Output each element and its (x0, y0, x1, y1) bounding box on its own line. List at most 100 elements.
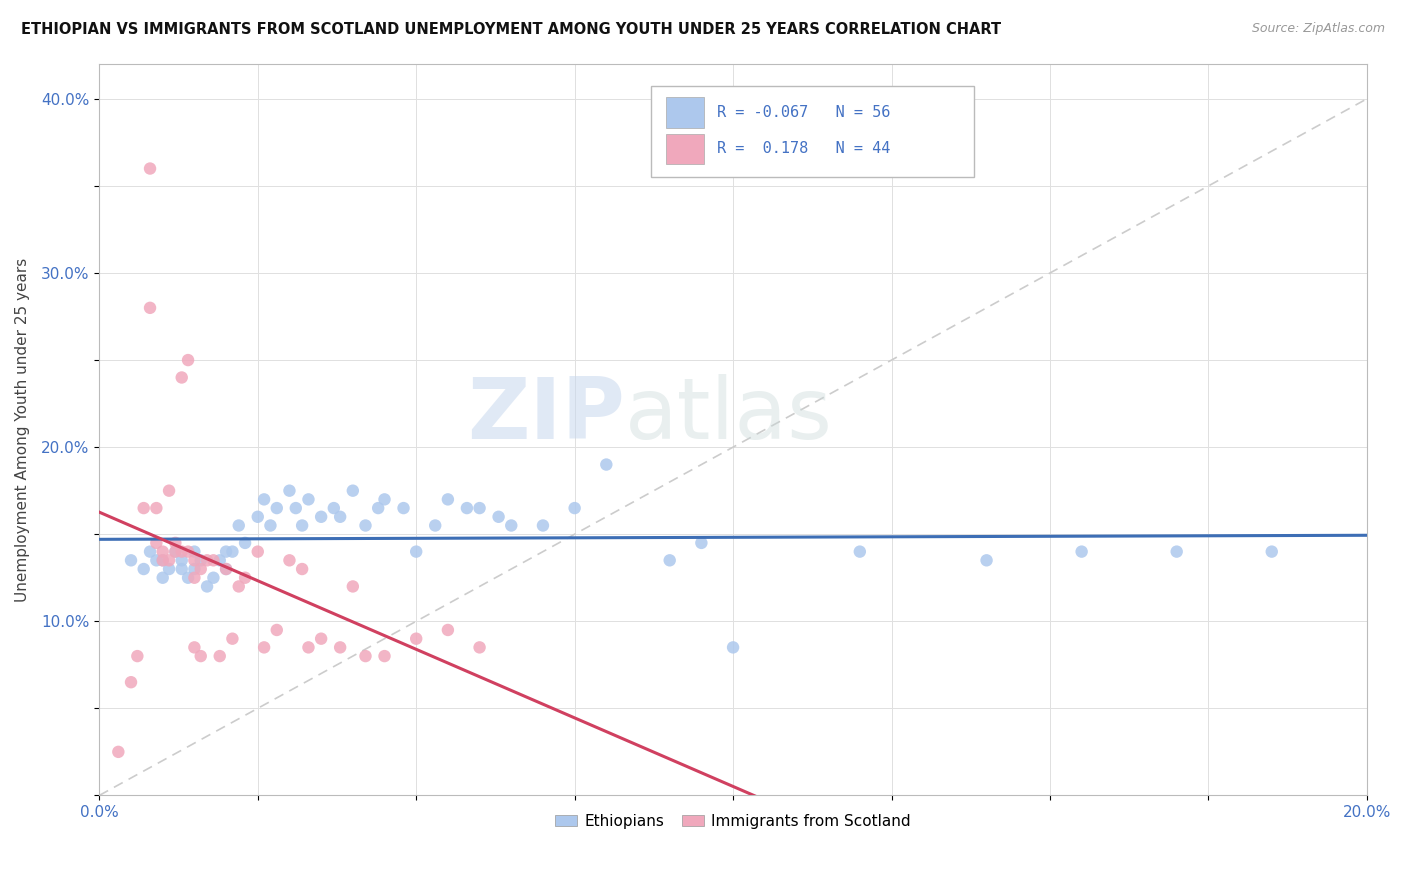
Point (127, 649, 149, 664)
Point (468, 640, 491, 655)
Point (309, 632, 332, 646)
Point (1261, 544, 1284, 558)
Point (849, 544, 872, 558)
Point (215, 562, 238, 576)
Point (266, 623, 288, 637)
Point (437, 623, 460, 637)
Point (488, 509, 510, 524)
Point (291, 562, 314, 576)
Point (1070, 544, 1092, 558)
Point (266, 501, 288, 516)
Point (233, 571, 256, 585)
Point (183, 553, 205, 567)
Text: R = -0.067   N = 56: R = -0.067 N = 56 (717, 105, 890, 120)
Point (658, 553, 681, 567)
Point (177, 544, 200, 558)
Point (132, 501, 155, 516)
Point (976, 553, 998, 567)
Point (152, 553, 174, 567)
Point (531, 518, 554, 533)
Text: Source: ZipAtlas.com: Source: ZipAtlas.com (1251, 22, 1385, 36)
Point (177, 353, 200, 368)
Point (367, 501, 389, 516)
Point (228, 579, 250, 593)
Text: atlas: atlas (626, 374, 834, 457)
Point (297, 640, 319, 655)
Point (170, 553, 193, 567)
Point (177, 571, 200, 585)
Point (322, 501, 344, 516)
Point (107, 745, 129, 759)
Point (208, 649, 231, 664)
Point (425, 518, 447, 533)
Point (468, 501, 491, 516)
Point (690, 536, 713, 550)
Point (145, 553, 167, 567)
Point (278, 483, 301, 498)
Point (139, 544, 162, 558)
Point (564, 501, 586, 516)
Y-axis label: Unemployment Among Youth under 25 years: Unemployment Among Youth under 25 years (15, 258, 30, 602)
Point (1166, 544, 1188, 558)
Point (139, 161, 162, 176)
Point (145, 536, 167, 550)
Point (595, 458, 617, 472)
Point (120, 553, 142, 567)
Point (195, 579, 218, 593)
Point (253, 492, 276, 507)
Point (259, 518, 281, 533)
FancyBboxPatch shape (666, 134, 704, 164)
Point (190, 553, 212, 567)
Point (437, 492, 460, 507)
Point (354, 518, 377, 533)
Point (183, 640, 205, 655)
Point (253, 640, 276, 655)
Point (139, 301, 162, 315)
Point (721, 640, 744, 655)
Point (190, 649, 212, 664)
Point (405, 544, 427, 558)
Text: R =  0.178   N = 44: R = 0.178 N = 44 (717, 142, 890, 156)
Point (145, 501, 167, 516)
Point (183, 571, 205, 585)
Point (208, 553, 231, 567)
Point (165, 536, 187, 550)
FancyBboxPatch shape (651, 86, 974, 178)
Point (354, 649, 377, 664)
Point (456, 501, 478, 516)
Point (157, 483, 180, 498)
Point (183, 562, 205, 576)
Legend: Ethiopians, Immigrants from Scotland: Ethiopians, Immigrants from Scotland (548, 808, 917, 835)
Point (132, 562, 155, 576)
Point (405, 632, 427, 646)
Point (202, 553, 225, 567)
Point (291, 518, 314, 533)
Point (215, 544, 238, 558)
Point (202, 571, 225, 585)
Point (329, 509, 352, 524)
Point (342, 483, 364, 498)
Text: ZIP: ZIP (468, 374, 626, 457)
Point (152, 544, 174, 558)
Point (284, 501, 307, 516)
Point (246, 509, 269, 524)
Point (170, 544, 193, 558)
Point (392, 501, 415, 516)
Point (246, 544, 269, 558)
Point (157, 553, 180, 567)
Point (152, 571, 174, 585)
FancyBboxPatch shape (666, 97, 704, 128)
Point (221, 544, 243, 558)
Point (278, 553, 301, 567)
Point (170, 370, 193, 384)
Point (329, 640, 352, 655)
Point (501, 518, 523, 533)
Point (297, 492, 319, 507)
Point (165, 544, 187, 558)
Point (309, 509, 332, 524)
Point (157, 562, 180, 576)
Point (183, 544, 205, 558)
Point (233, 536, 256, 550)
Point (221, 632, 243, 646)
Point (342, 579, 364, 593)
